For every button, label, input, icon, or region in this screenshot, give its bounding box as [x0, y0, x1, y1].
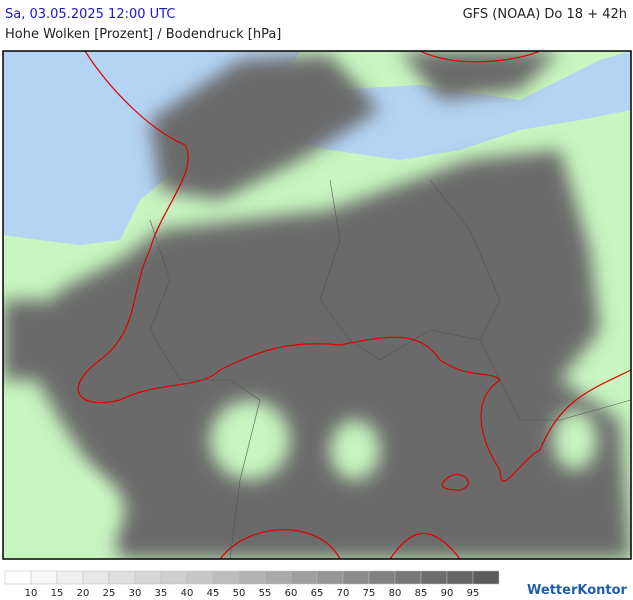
legend-label: 95 — [467, 588, 480, 599]
legend-label: 65 — [311, 588, 324, 599]
legend-label: 20 — [77, 588, 90, 599]
map-frame — [2, 50, 632, 560]
legend: 10 15 20 25 30 35 40 45 50 55 60 65 70 75 80 85 90 95 — [4, 570, 500, 599]
isobars — [77, 51, 631, 559]
legend-swatch — [30, 570, 58, 585]
legend-swatch — [420, 570, 448, 585]
parameter: Hohe Wolken [Prozent] / Bodendruck [hPa] — [5, 27, 282, 42]
legend-swatch — [342, 570, 370, 585]
legend-label: 45 — [207, 588, 220, 599]
model-run: GFS (NOAA) Do 18 + 42h — [462, 7, 627, 22]
legend-swatch — [472, 570, 500, 585]
legend-swatch — [108, 570, 136, 585]
cloud-field — [3, 51, 631, 559]
legend-label: 15 — [51, 588, 64, 599]
brand: WetterKontor — [527, 583, 627, 598]
legend-swatch — [394, 570, 422, 585]
legend-swatch — [186, 570, 214, 585]
legend-label: 50 — [233, 588, 246, 599]
legend-swatch — [56, 570, 84, 585]
legend-swatch — [316, 570, 344, 585]
legend-label: 80 — [389, 588, 402, 599]
legend-label: 90 — [441, 588, 454, 599]
legend-swatch — [82, 570, 110, 585]
legend-swatch — [212, 570, 240, 585]
legend-swatch — [264, 570, 292, 585]
legend-label: 55 — [259, 588, 272, 599]
legend-swatch — [4, 570, 32, 585]
valid-time: Sa, 03.05.2025 12:00 UTC — [5, 7, 176, 22]
legend-label: 60 — [285, 588, 298, 599]
legend-swatch — [134, 570, 162, 585]
legend-label: 40 — [181, 588, 194, 599]
legend-label: 75 — [363, 588, 376, 599]
legend-swatch — [160, 570, 188, 585]
legend-label: 10 — [25, 588, 38, 599]
legend-swatch — [368, 570, 396, 585]
legend-label: 30 — [129, 588, 142, 599]
map-area — [3, 51, 631, 559]
legend-swatch — [290, 570, 318, 585]
legend-label: 25 — [103, 588, 116, 599]
borders — [149, 179, 631, 559]
legend-label: 35 — [155, 588, 168, 599]
legend-label: 85 — [415, 588, 428, 599]
legend-swatch — [446, 570, 474, 585]
legend-swatch — [238, 570, 266, 585]
baltic-sea — [270, 51, 631, 160]
legend-label: 70 — [337, 588, 350, 599]
